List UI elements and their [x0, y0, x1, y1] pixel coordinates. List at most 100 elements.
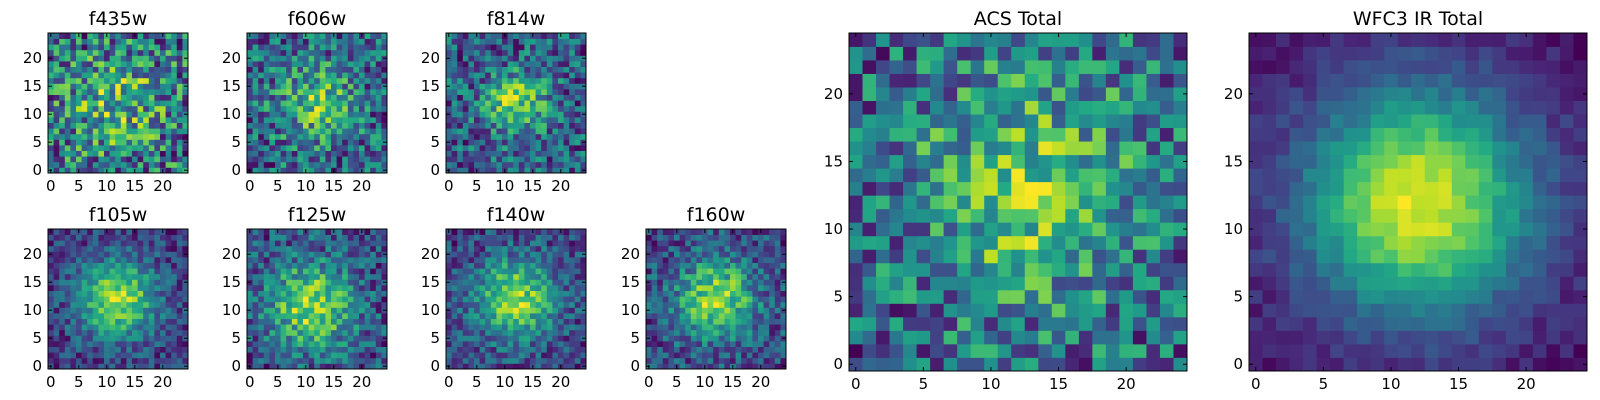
heatmap-cell [370, 133, 377, 140]
heatmap-cell [98, 240, 105, 247]
heatmap-cell [137, 49, 144, 56]
heatmap-cell [252, 352, 259, 359]
heatmap-cell [319, 335, 326, 342]
heatmap-cell [120, 128, 127, 135]
heatmap-cell [347, 139, 354, 146]
heatmap-cell [291, 94, 298, 101]
heatmap-cell [535, 100, 542, 107]
heatmap-cell [165, 133, 172, 140]
heatmap-cell [490, 234, 497, 241]
heatmap-cell [291, 257, 298, 263]
heatmap-cell [970, 316, 985, 331]
heatmap-cell [87, 72, 94, 79]
heatmap-cell [513, 245, 520, 252]
heatmap-cells [48, 33, 189, 174]
heatmap-cell [646, 240, 652, 247]
heatmap-cell [524, 44, 531, 51]
heatmap-cell [457, 55, 464, 62]
heatmap-cell [336, 296, 343, 303]
heatmap-cell [707, 329, 714, 336]
heatmap-cell [524, 335, 531, 342]
heatmap-cell [752, 234, 759, 241]
heatmap-cell [370, 150, 377, 157]
heatmap-cell [171, 72, 178, 79]
heatmap-cell [446, 301, 452, 308]
heatmap-cell [364, 55, 371, 62]
heatmap-cell [64, 324, 71, 331]
heatmap-cell [336, 251, 343, 258]
heatmap-cell [530, 105, 536, 112]
heatmap-cell [696, 285, 703, 291]
heatmap-cell [569, 307, 576, 314]
heatmap-cell [730, 318, 736, 325]
heatmap-cell [769, 363, 776, 370]
heatmap-cell [507, 55, 514, 62]
heatmap-cell [176, 44, 183, 51]
heatmap-cell [375, 94, 382, 101]
heatmap-cell [651, 279, 658, 286]
heatmap-cell [331, 245, 337, 252]
heatmap-cell [120, 268, 127, 275]
heatmap-cell [59, 89, 66, 95]
heatmap-cell [485, 341, 492, 347]
heatmap-cell [457, 161, 464, 168]
heatmap-cell [569, 240, 576, 247]
heatmap-cell [957, 195, 972, 210]
heatmap-cell [48, 161, 54, 168]
heatmap-cell [154, 341, 161, 347]
x-tick-label: 10 [296, 373, 315, 391]
heatmap-cell [247, 285, 253, 291]
heatmap-cell [120, 234, 127, 241]
heatmap-cell [574, 167, 581, 174]
heatmap-cell [502, 346, 508, 353]
heatmap-cell [70, 234, 77, 241]
heatmap-cell [347, 329, 354, 336]
heatmap-cell [171, 318, 178, 325]
heatmap-cell [252, 111, 259, 118]
heatmap-cell [303, 105, 309, 112]
heatmap-cell [280, 61, 287, 67]
heatmap-cell [530, 245, 536, 252]
heatmap-cell [59, 38, 66, 45]
heatmap-cell [359, 318, 365, 325]
heatmap-cell [535, 229, 542, 235]
heatmap-cell [662, 307, 669, 314]
heatmap-cell [574, 83, 581, 90]
heatmap-cell [314, 268, 321, 275]
x-tick-label: 15 [523, 373, 542, 391]
heatmap-cell [370, 307, 377, 314]
heatmap-cell [1105, 195, 1120, 210]
heatmap-cell [364, 44, 371, 51]
heatmap-cell [269, 262, 276, 269]
heatmap-cell [462, 296, 469, 303]
heatmap-cell [774, 285, 781, 291]
heatmap-cell [280, 89, 287, 95]
heatmap-cell [53, 335, 60, 342]
heatmap-cell [746, 279, 753, 286]
heatmap-cell [81, 318, 88, 325]
heatmap-cell [353, 318, 360, 325]
heatmap-cell [546, 262, 553, 269]
heatmap-cell [774, 307, 781, 314]
heatmap-cell [1146, 208, 1161, 223]
heatmap-cell [347, 38, 354, 45]
heatmap-cell [258, 89, 265, 95]
heatmap-cell [252, 313, 259, 319]
heatmap-cell [182, 77, 189, 84]
heatmap-cell [375, 363, 382, 370]
heatmap-cell [1173, 235, 1188, 250]
heatmap-cell [331, 346, 337, 353]
heatmap-cell [1078, 168, 1093, 183]
heatmap-cell [342, 122, 349, 129]
heatmap-cell [148, 33, 155, 39]
heatmap-cell [490, 257, 497, 263]
heatmap-cell [154, 89, 161, 95]
heatmap-cell [530, 61, 536, 67]
x-tick-label: 0 [245, 373, 255, 391]
heatmap-cell [148, 251, 155, 258]
heatmap-cell [774, 346, 781, 353]
heatmap-cell [535, 341, 542, 347]
heatmap-cell [286, 324, 293, 331]
heatmap-cell [702, 301, 708, 308]
heatmap-cell [252, 234, 259, 241]
